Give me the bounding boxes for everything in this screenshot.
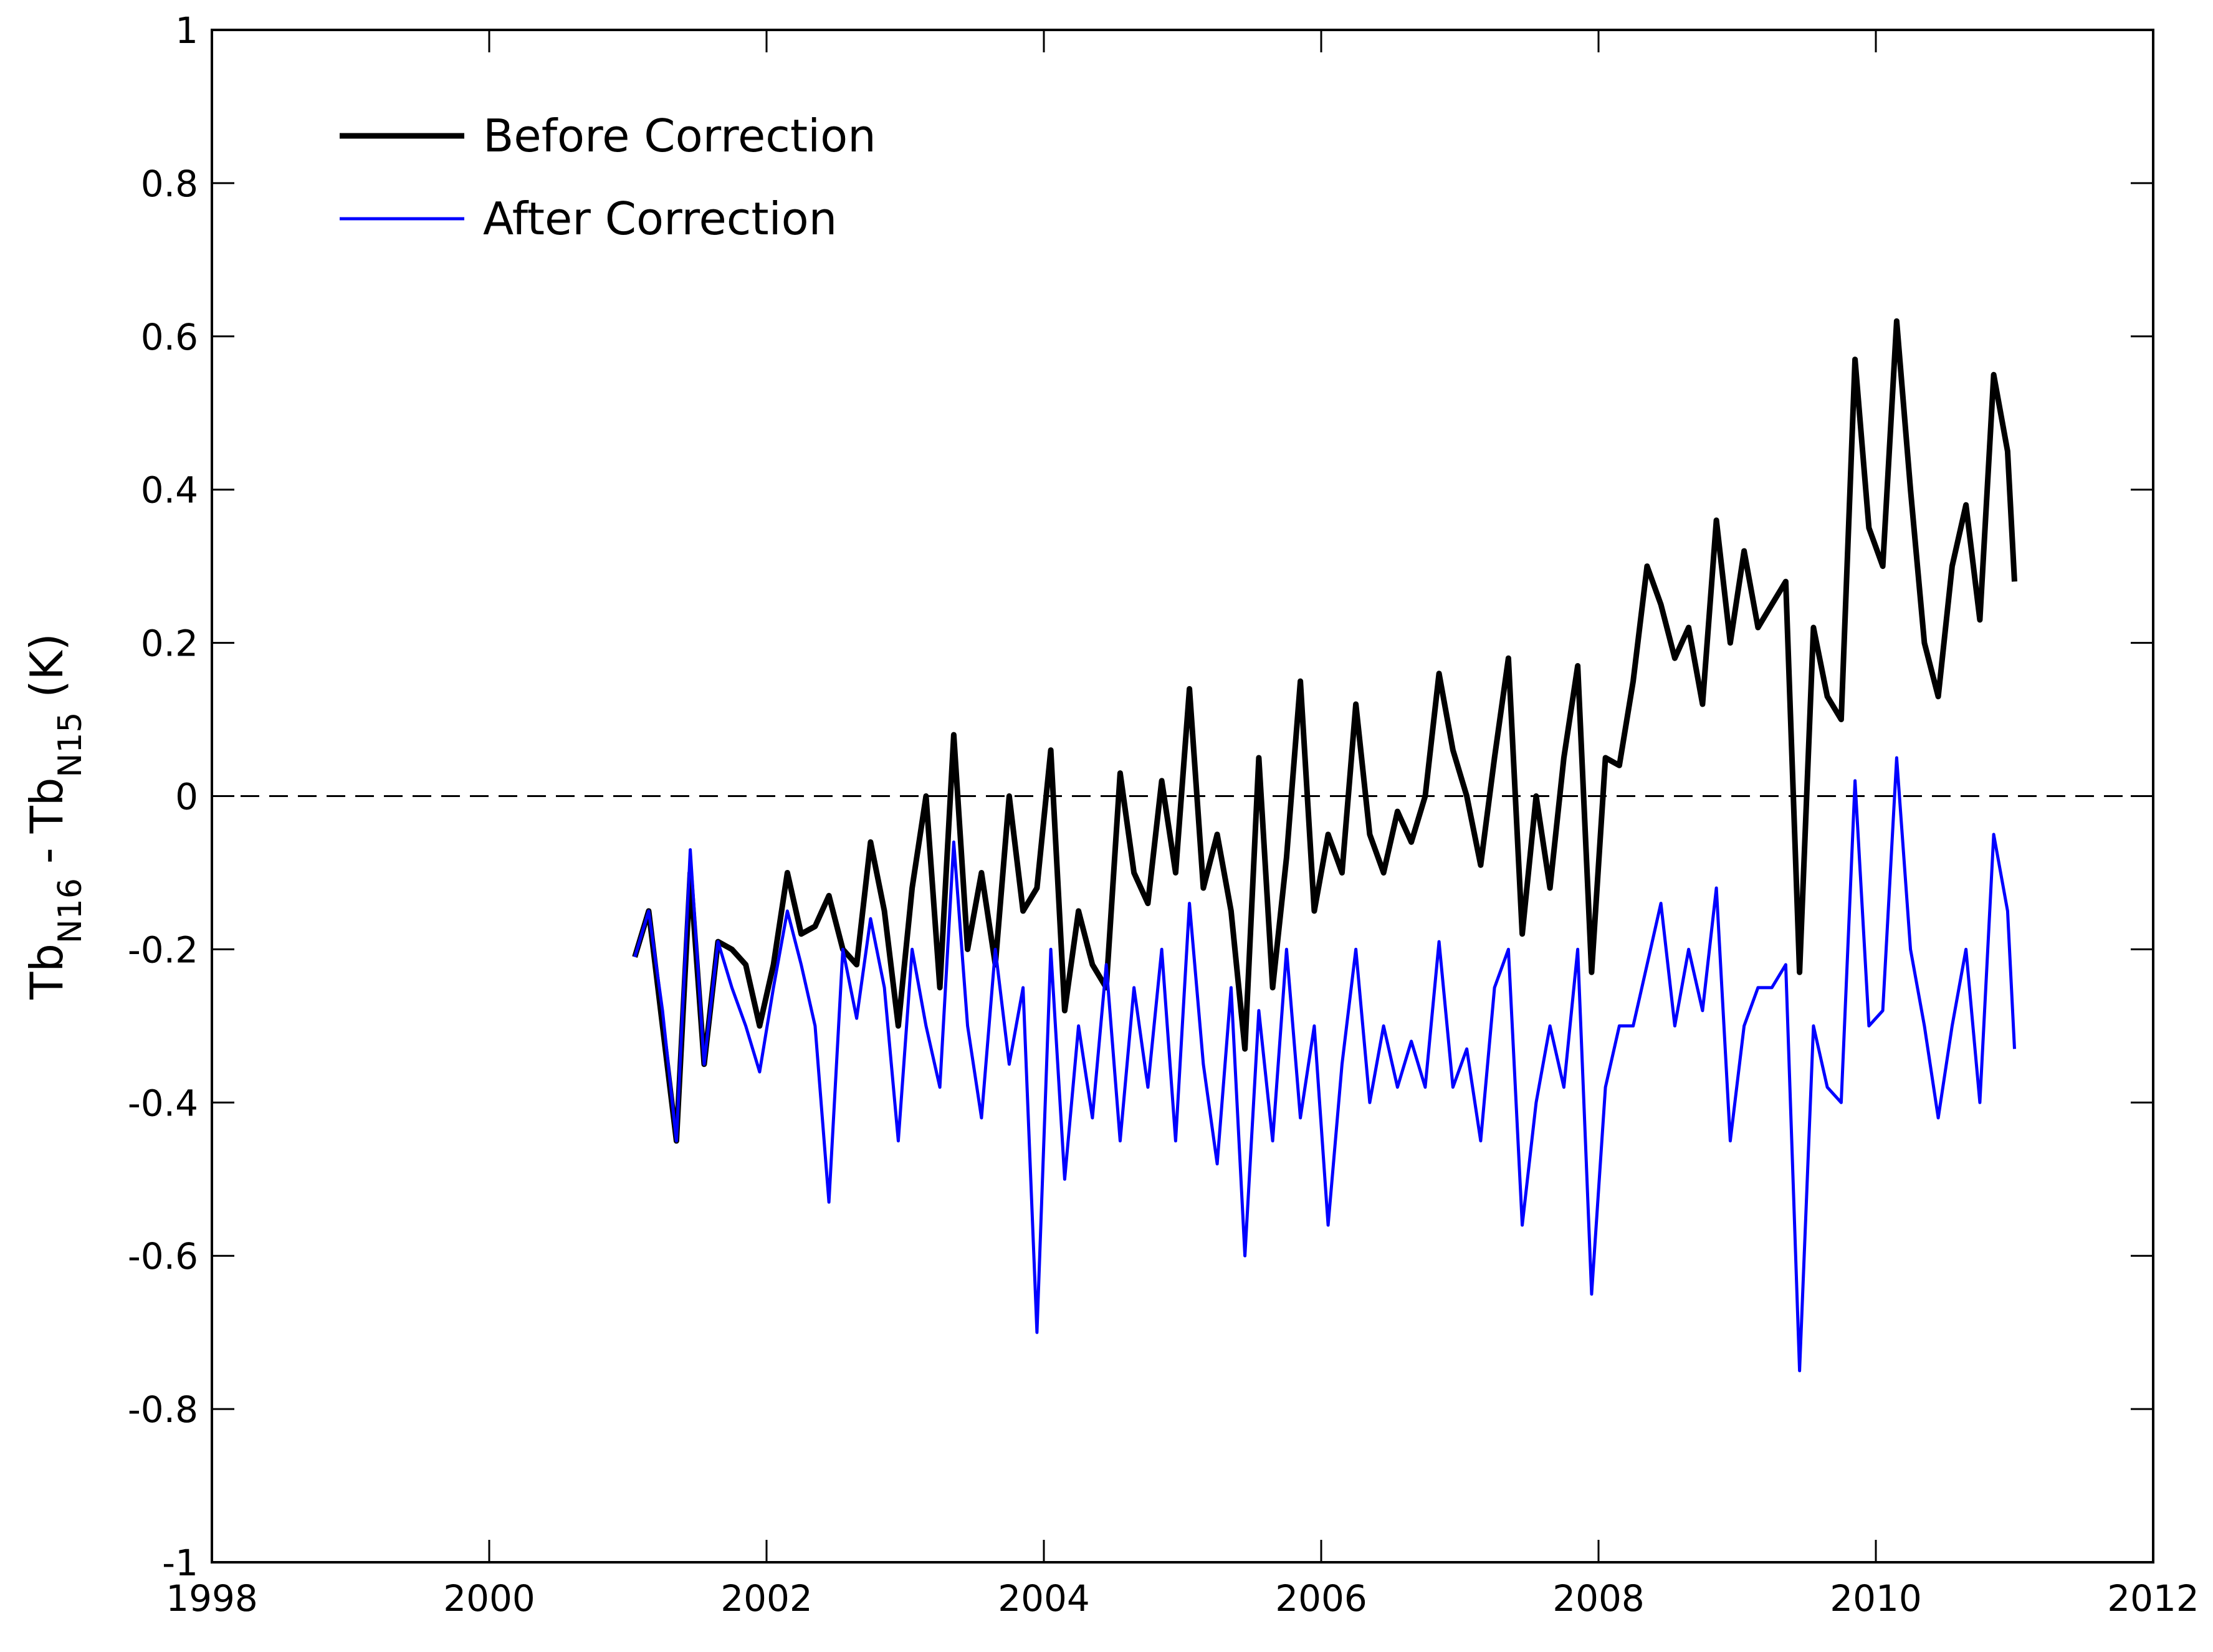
series-layer	[632, 318, 2017, 1373]
y-tick-label: 0.4	[141, 469, 198, 512]
y-label-separator: -	[21, 833, 73, 878]
legend-label: After Correction	[483, 193, 837, 245]
plot-frame	[211, 29, 2154, 1564]
y-label-base-2: Tb	[21, 778, 73, 834]
y-label-sub-2: N15	[52, 712, 89, 777]
x-tick-label: 2000	[443, 1577, 535, 1620]
x-axis-tick-labels: 1998 2000 2002 2004 2006 2008 2010 2012	[166, 1577, 2199, 1620]
y-tick-label: 0.8	[141, 163, 198, 205]
y-tick-label: -0.8	[128, 1388, 198, 1431]
y-label-unit: (K)	[21, 633, 73, 712]
series-line-after-correction	[633, 756, 2016, 1373]
y-label-sub-1: N16	[52, 878, 89, 943]
y-tick-label: -0.4	[128, 1082, 198, 1124]
legend-label: Before Correction	[483, 110, 876, 162]
x-tick-label: 1998	[166, 1577, 258, 1620]
y-label-base-1: Tb	[21, 943, 73, 1000]
y-tick-label: -0.2	[128, 929, 198, 971]
x-tick-label: 2004	[998, 1577, 1090, 1620]
y-tick-label: 0.6	[141, 316, 198, 358]
y-axis-tick-labels: -1 -0.8 -0.6 -0.4 -0.2 0 0.2 0.4 0.6 0.8 1	[128, 9, 198, 1584]
y-tick-label: -0.6	[128, 1235, 198, 1277]
y-tick-label: 0	[175, 776, 198, 818]
x-tick-label: 2006	[1275, 1577, 1367, 1620]
y-axis-label: TbN16 - TbN15 (K)	[21, 633, 89, 1000]
x-tick-label: 2002	[720, 1577, 813, 1620]
legend: Before Correction After Correction	[340, 110, 876, 245]
series-line-before-correction	[632, 318, 2017, 1144]
x-tick-label: 2012	[2107, 1577, 2199, 1620]
y-tick-label: 1	[175, 9, 198, 52]
x-tick-label: 2008	[1552, 1577, 1645, 1620]
y-tick-label: -1	[162, 1542, 198, 1584]
x-tick-label: 2010	[1830, 1577, 1922, 1620]
y-tick-label: 0.2	[141, 623, 198, 665]
